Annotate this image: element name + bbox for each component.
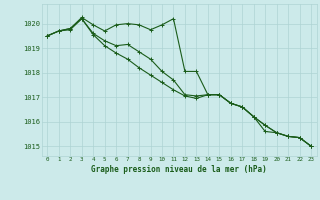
X-axis label: Graphe pression niveau de la mer (hPa): Graphe pression niveau de la mer (hPa) bbox=[91, 165, 267, 174]
